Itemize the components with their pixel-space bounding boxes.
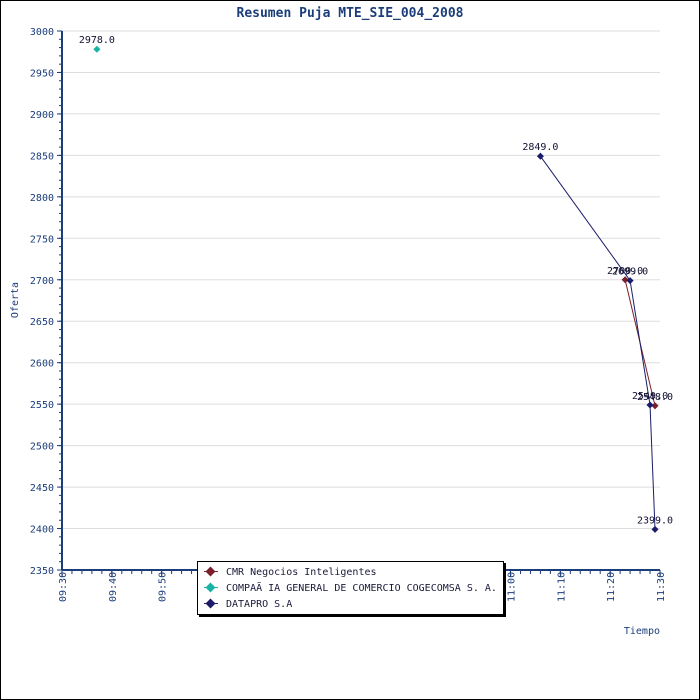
y-tick-label: 2350 [30,566,54,577]
legend-swatch [204,598,218,609]
chart-title: Resumen Puja MTE_SIE_004_2008 [237,6,464,21]
y-tick-label: 2750 [30,234,54,245]
y-tick-label: 2600 [30,359,54,370]
legend-label: CMR Negocios Inteligentes [226,566,377,578]
x-axis-label: Tiempo [624,626,660,637]
data-point [651,525,659,533]
legend-swatch [204,566,218,577]
data-label: 2978.0 [79,35,115,46]
x-tick-label: 09:50 [158,572,169,602]
x-tick-label: 09:30 [58,572,69,602]
y-tick-label: 2800 [30,193,54,204]
data-label: 2399.0 [637,515,673,526]
data-label: 2548.0 [637,392,673,403]
y-tick-label: 2550 [30,400,54,411]
data-point [536,152,544,160]
y-tick-label: 2900 [30,110,54,121]
data-point [646,401,654,409]
y-tick-label: 2500 [30,442,54,453]
y-tick-label: 2850 [30,151,54,162]
legend-item: CMR Negocios Inteligentes [204,565,377,579]
y-tick-label: 2450 [30,483,54,494]
data-label: 2700.0 [607,266,643,277]
legend-item: DATAPRO S.A [204,597,292,611]
legend-item: COMPAÃ IA GENERAL DE COMERCIO COGECOMSA … [204,581,497,595]
data-labels: 2700.0 2548.0 2978.0 2849.0 2699.0 2549.0 2399… [79,35,673,526]
y-tick-label: 2950 [30,68,54,79]
data-point [651,402,659,410]
y-tick-label: 2650 [30,317,54,328]
data-point [621,276,629,284]
data-label: 2549.0 [632,391,668,402]
data-point [626,277,634,285]
gridlines [62,30,660,530]
y-tick-label: 2700 [30,276,54,287]
data-label: 2699.0 [612,267,648,278]
legend-swatch [204,582,218,593]
x-tick-label: 11:20 [606,572,617,602]
data-point [93,45,101,53]
x-tick-label: 09:40 [108,572,119,602]
x-tick-label: 11:30 [656,572,667,602]
series-line-2 [539,155,656,530]
axes [57,30,661,577]
data-label: 2849.0 [522,142,558,153]
y-axis-label: Oferta [10,282,21,318]
x-tick-label: 11:10 [556,572,567,602]
legend: CMR Negocios Inteligentes COMPAÃ IA GENE… [197,561,504,615]
x-tick-label: 11:00 [507,572,518,602]
tick-labels: 2350 2400 2450 2500 2550 2600 2650 2700 2750 2800… [30,27,667,602]
legend-label: COMPAÃ IA GENERAL DE COMERCIO COGECOMSA … [226,582,497,594]
legend-label: DATAPRO S.A [226,598,293,610]
series-layer [93,45,659,533]
y-tick-label: 2400 [30,525,54,536]
y-tick-label: 3000 [30,27,54,38]
